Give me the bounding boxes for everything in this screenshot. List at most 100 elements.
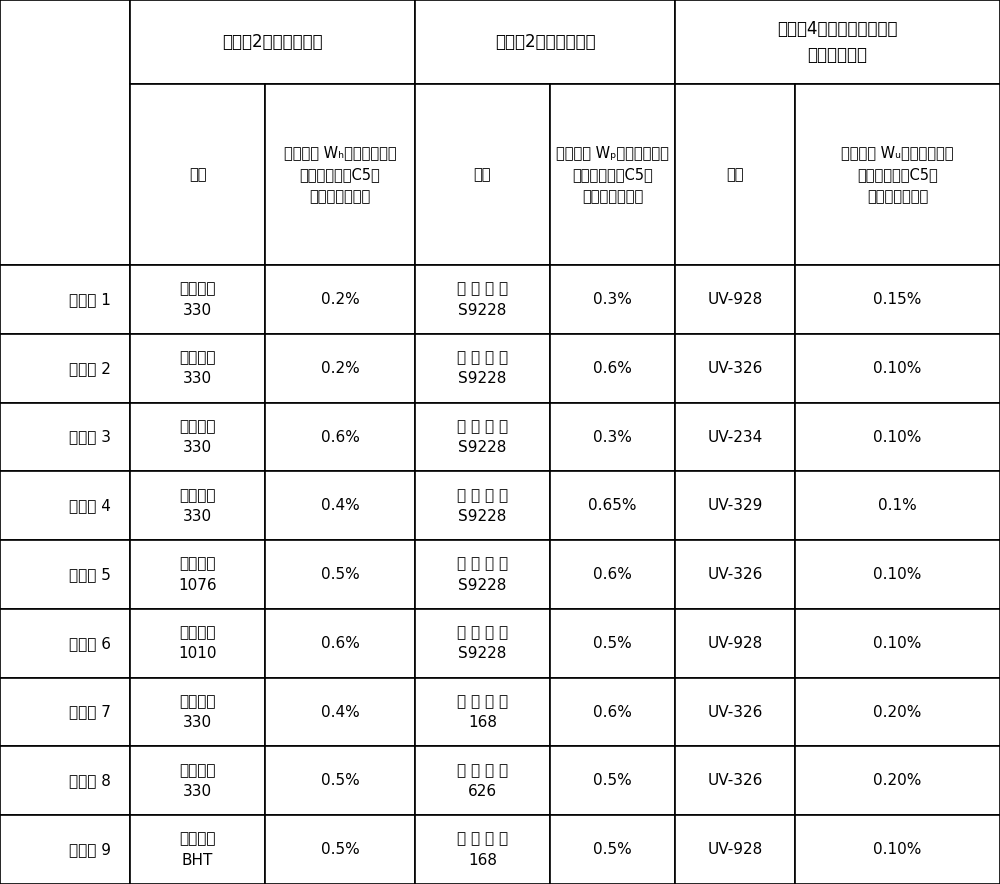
Bar (795, 403, 1000, 471)
Text: 对比例 3: 对比例 3 (69, 430, 111, 445)
Text: 抗 氧 化 剂
168: 抗 氧 化 剂 168 (457, 694, 508, 730)
Bar (675, 0, 1000, 84)
Bar (675, 609, 795, 678)
Bar (415, 746, 550, 815)
Bar (0, 471, 130, 540)
Text: 对比例 9: 对比例 9 (69, 842, 111, 857)
Text: 0.2%: 0.2% (321, 292, 359, 307)
Bar (265, 815, 415, 884)
Bar (415, 0, 675, 84)
Text: UV-329: UV-329 (707, 499, 763, 514)
Bar (550, 265, 675, 334)
Bar (795, 265, 1000, 334)
Bar (130, 540, 265, 609)
Text: 品种: 品种 (474, 167, 491, 182)
Text: 0.10%: 0.10% (873, 430, 922, 445)
Text: 0.3%: 0.3% (593, 430, 632, 445)
Bar (550, 334, 675, 403)
Bar (0, 609, 130, 678)
Text: 抗 氧 化 剂
S9228: 抗 氧 化 剂 S9228 (457, 419, 508, 455)
Bar (130, 471, 265, 540)
Text: 抗 氧 化 剂
626: 抗 氧 化 剂 626 (457, 763, 508, 799)
Text: 对比例 7: 对比例 7 (69, 705, 111, 720)
Bar (415, 403, 550, 471)
Bar (130, 609, 265, 678)
Bar (795, 84, 1000, 265)
Bar (130, 265, 265, 334)
Text: 0.20%: 0.20% (873, 705, 922, 720)
Text: 0.65%: 0.65% (588, 499, 637, 514)
Bar (415, 609, 550, 678)
Bar (675, 678, 795, 746)
Bar (550, 609, 675, 678)
Bar (0, 403, 130, 471)
Text: 0.5%: 0.5% (321, 568, 359, 582)
Text: 对比例 8: 对比例 8 (69, 774, 111, 789)
Bar (130, 746, 265, 815)
Text: 抗氧化剂
330: 抗氧化剂 330 (179, 419, 216, 455)
Text: 抗 氧 化 剂
168: 抗 氧 化 剂 168 (457, 832, 508, 867)
Bar (550, 84, 675, 265)
Bar (415, 84, 550, 265)
Text: 0.10%: 0.10% (873, 636, 922, 651)
Text: 0.6%: 0.6% (321, 636, 359, 651)
Bar (795, 540, 1000, 609)
Text: 0.1%: 0.1% (878, 499, 917, 514)
Bar (265, 334, 415, 403)
Text: UV-326: UV-326 (707, 361, 763, 376)
Bar (0, 265, 130, 334)
Text: 0.6%: 0.6% (593, 568, 632, 582)
Text: 0.10%: 0.10% (873, 361, 922, 376)
Bar (550, 746, 675, 815)
Text: 0.3%: 0.3% (593, 292, 632, 307)
Bar (0, 540, 130, 609)
Bar (795, 334, 1000, 403)
Bar (130, 815, 265, 884)
Bar (265, 609, 415, 678)
Bar (415, 540, 550, 609)
Text: UV-234: UV-234 (707, 430, 763, 445)
Bar (415, 265, 550, 334)
Text: UV-326: UV-326 (707, 774, 763, 789)
Bar (550, 678, 675, 746)
Bar (265, 403, 415, 471)
Bar (795, 746, 1000, 815)
Text: 0.6%: 0.6% (593, 361, 632, 376)
Bar (550, 471, 675, 540)
Bar (265, 746, 415, 815)
Text: UV-326: UV-326 (707, 568, 763, 582)
Text: 抗 氧 化 剂
S9228: 抗 氧 化 剂 S9228 (457, 557, 508, 592)
Bar (265, 471, 415, 540)
Bar (415, 815, 550, 884)
Text: 0.10%: 0.10% (873, 842, 922, 857)
Text: 0.5%: 0.5% (593, 842, 632, 857)
Text: 0.4%: 0.4% (321, 499, 359, 514)
Bar (675, 403, 795, 471)
Bar (0, 0, 130, 265)
Text: 0.6%: 0.6% (593, 705, 632, 720)
Bar (130, 0, 415, 84)
Bar (415, 678, 550, 746)
Text: 抗氧化剂
330: 抗氧化剂 330 (179, 282, 216, 317)
Bar (130, 334, 265, 403)
Text: 添加重量 Wₚ（相对于进行
聚合反应前的C5轻
组分原料重量）: 添加重量 Wₚ（相对于进行 聚合反应前的C5轻 组分原料重量） (556, 146, 669, 203)
Bar (550, 815, 675, 884)
Text: 抗氧化剂
330: 抗氧化剂 330 (179, 694, 216, 730)
Text: 0.4%: 0.4% (321, 705, 359, 720)
Text: 对比例 4: 对比例 4 (69, 499, 111, 514)
Text: 抗氧化剂
BHT: 抗氧化剂 BHT (179, 832, 216, 867)
Bar (675, 84, 795, 265)
Text: 对比例 2: 对比例 2 (69, 361, 111, 376)
Bar (415, 334, 550, 403)
Bar (550, 540, 675, 609)
Text: 0.15%: 0.15% (873, 292, 922, 307)
Bar (415, 471, 550, 540)
Text: 0.5%: 0.5% (321, 842, 359, 857)
Text: UV-326: UV-326 (707, 705, 763, 720)
Bar (0, 746, 130, 815)
Bar (550, 403, 675, 471)
Bar (0, 678, 130, 746)
Text: 抗氧化剂
330: 抗氧化剂 330 (179, 488, 216, 524)
Bar (675, 265, 795, 334)
Bar (130, 403, 265, 471)
